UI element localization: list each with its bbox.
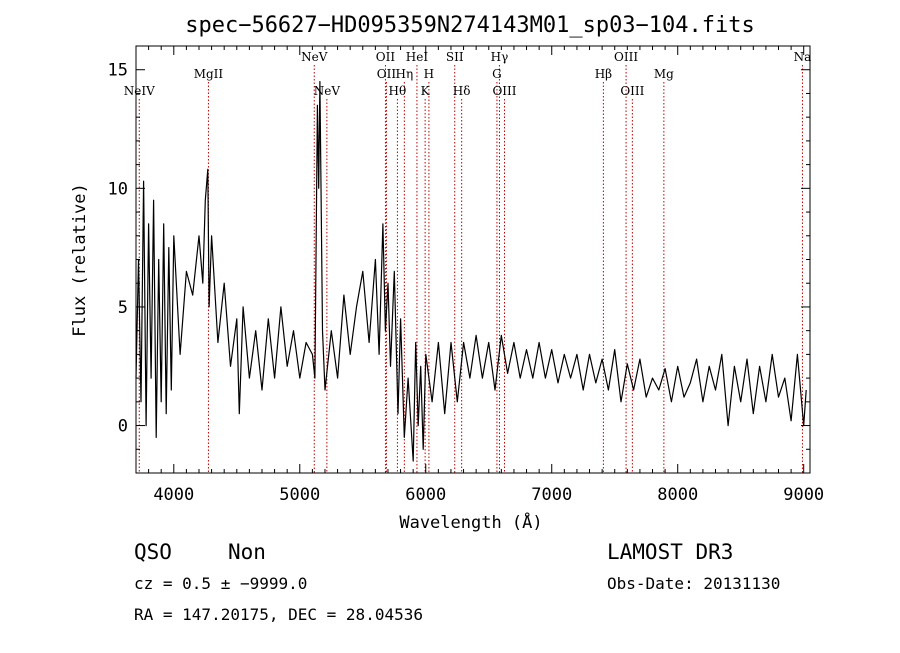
x-axis-ticks: 4000 5000 6000 7000 8000 9000	[135, 46, 824, 505]
x-tick-label: 4000	[153, 485, 194, 505]
x-tick-label: 6000	[405, 485, 446, 505]
spectral-line-label: NeV	[301, 50, 328, 64]
spectral-line-label: G	[492, 67, 502, 81]
spectral-line-label: HeI	[406, 50, 429, 64]
spectral-line-label: NeV	[314, 84, 341, 98]
spectral-line-label: NeIV	[124, 84, 155, 98]
spectral-line-label: K	[421, 84, 431, 98]
x-tick-label: 9000	[783, 485, 824, 505]
chart-title: spec−56627−HD095359N274143M01_sp03−104.f…	[185, 13, 755, 38]
spectral-line-label: Hβ	[595, 67, 612, 81]
spectral-line-label: MgII	[194, 67, 224, 81]
x-tick-label: 8000	[657, 485, 698, 505]
spectral-line-label: OIII	[620, 84, 644, 98]
spectral-line-label: OIII	[614, 50, 638, 64]
spectral-line-label: Hη	[396, 67, 414, 81]
x-tick-label: 5000	[279, 485, 320, 505]
survey-name: LAMOST DR3	[607, 540, 733, 564]
spectrum-series	[135, 80, 807, 462]
spectral-line-label: H	[424, 67, 434, 81]
y-axis-ticks: 0 5 10 15	[108, 45, 810, 474]
spectral-line-label: Hθ	[389, 84, 407, 98]
spectrum-line	[135, 80, 807, 462]
spectral-line-label: OIII	[492, 84, 516, 98]
spectral-line-label: OII	[376, 50, 396, 64]
coordinates-info: RA = 147.20175, DEC = 28.04536	[134, 605, 423, 624]
spectral-line-label: Na	[794, 50, 812, 64]
object-subclass: Non	[228, 540, 266, 564]
observation-date: Obs-Date: 20131130	[607, 574, 780, 593]
spectral-line-label: SII	[446, 50, 464, 64]
y-tick-label: 15	[108, 61, 128, 81]
spectral-line-label: Hδ	[453, 84, 471, 98]
redshift-info: cz = 0.5 ± −9999.0	[134, 574, 307, 593]
plot-frame	[135, 45, 811, 474]
spectral-line-markers: NeIV MgII NeV NeV OII OII Hη Hθ HeI HK SII Hδ Hγ G OII…	[124, 50, 812, 473]
spectral-line-label: Mg	[654, 67, 674, 81]
y-tick-label: 0	[118, 417, 128, 437]
y-axis-title: Flux (relative)	[70, 183, 90, 337]
x-axis-title: Wavelength (Å)	[399, 511, 542, 533]
spectral-line-label: OII	[377, 67, 397, 81]
x-tick-label: 7000	[531, 485, 572, 505]
y-tick-label: 5	[118, 298, 128, 318]
y-tick-label: 10	[108, 179, 128, 199]
spectral-line-label: Hγ	[491, 50, 509, 64]
object-class: QSO	[134, 540, 172, 564]
